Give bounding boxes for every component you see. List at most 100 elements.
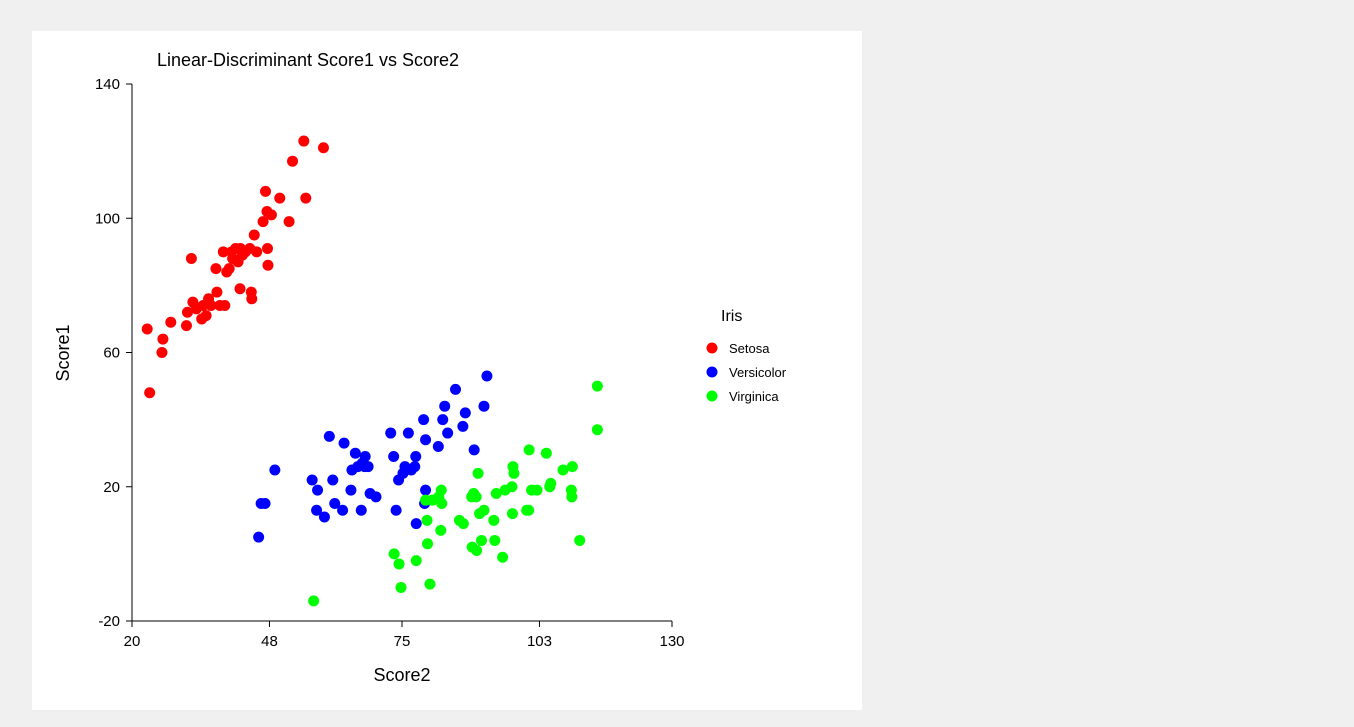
data-point-setosa (141, 323, 153, 335)
legend-label-versicolor: Versicolor (729, 365, 787, 380)
data-point-versicolor (437, 414, 449, 426)
y-tick-label: -20 (98, 613, 120, 630)
data-point-setosa (144, 387, 156, 399)
data-point-setosa (211, 286, 223, 298)
data-point-virginica (523, 444, 535, 456)
data-point-versicolor (253, 531, 265, 543)
data-point-versicolor (420, 484, 432, 496)
data-point-versicolor (362, 461, 374, 473)
plot-panel: Linear-Discriminant Score1 vs Score2 -20… (32, 31, 862, 710)
data-point-virginica (478, 504, 490, 516)
data-point-setosa (251, 246, 263, 258)
data-point-virginica (566, 491, 578, 503)
data-point-versicolor (409, 461, 421, 473)
data-point-virginica (308, 595, 320, 607)
data-point-versicolor (259, 498, 271, 510)
data-point-virginica (476, 534, 488, 546)
data-point-virginica (410, 555, 422, 567)
legend-label-setosa: Setosa (729, 341, 770, 356)
data-point-virginica (545, 477, 557, 489)
data-point-setosa (156, 347, 168, 358)
data-point-setosa (248, 229, 260, 241)
data-point-virginica (422, 538, 434, 550)
data-point-setosa (180, 320, 192, 332)
x-tick-label: 130 (659, 633, 684, 650)
data-point-setosa (257, 216, 269, 228)
data-point-virginica (421, 514, 433, 526)
data-point-versicolor (311, 504, 323, 516)
legend: Iris Setosa Versicolor Virginica (706, 308, 787, 404)
legend-label-virginica: Virginica (729, 389, 779, 404)
x-tick-label: 20 (124, 633, 141, 650)
data-point-virginica (457, 518, 469, 530)
data-point-setosa (317, 142, 329, 154)
x-axis-label: Score2 (373, 665, 430, 685)
data-point-versicolor (450, 383, 462, 395)
data-point-virginica (566, 461, 578, 473)
data-point-setosa (210, 263, 222, 275)
data-point-setosa (298, 135, 310, 147)
data-point-setosa (287, 155, 299, 167)
data-point-versicolor (329, 498, 341, 510)
data-point-versicolor (269, 464, 281, 476)
x-tick-label: 75 (394, 633, 411, 650)
data-point-versicolor (481, 370, 493, 382)
data-point-virginica (424, 578, 436, 590)
data-point-virginica (388, 548, 400, 560)
data-point-versicolor (345, 484, 357, 496)
data-point-versicolor (370, 491, 382, 503)
data-point-setosa (262, 259, 274, 271)
y-tick-label: 20 (103, 479, 120, 496)
y-tick-label: 60 (103, 345, 120, 362)
data-point-versicolor (388, 451, 400, 463)
data-point-versicolor (359, 451, 371, 463)
data-point-virginica (531, 484, 543, 496)
data-point-setosa (219, 300, 231, 312)
data-point-setosa (246, 293, 258, 305)
x-tick-label: 48 (261, 633, 278, 650)
data-point-setosa (217, 246, 229, 258)
data-point-setosa (157, 333, 169, 345)
legend-marker-virginica (706, 390, 718, 402)
data-point-virginica (508, 467, 520, 479)
scatter-chart: Linear-Discriminant Score1 vs Score2 -20… (53, 50, 787, 685)
data-point-versicolor (418, 414, 430, 426)
data-point-virginica (488, 514, 500, 526)
chart-title: Linear-Discriminant Score1 vs Score2 (157, 50, 459, 70)
data-point-versicolor (327, 474, 339, 486)
data-point-virginica (574, 534, 586, 546)
data-point-versicolor (468, 444, 480, 456)
data-point-setosa (265, 209, 277, 221)
data-point-setosa (200, 310, 212, 322)
data-point-setosa (223, 263, 235, 275)
data-point-virginica (523, 504, 535, 516)
data-point-virginica (540, 447, 552, 459)
data-point-setosa (185, 253, 197, 265)
data-point-versicolor (432, 440, 444, 452)
data-point-virginica (506, 481, 518, 493)
data-point-versicolor (323, 430, 335, 442)
data-point-virginica (506, 508, 518, 520)
x-tick-label: 103 (527, 633, 552, 650)
data-point-versicolor (385, 427, 397, 439)
data-point-versicolor (442, 427, 454, 439)
data-point-versicolor (439, 400, 451, 412)
data-point-setosa (165, 316, 177, 328)
data-point-versicolor (420, 434, 432, 446)
data-point-virginica (393, 558, 405, 570)
data-point-virginica (591, 380, 603, 392)
data-point-virginica (489, 534, 501, 546)
data-point-virginica (497, 551, 509, 563)
data-point-setosa (274, 192, 286, 204)
data-point-versicolor (306, 474, 318, 486)
data-point-setosa (205, 300, 217, 312)
data-point-versicolor (410, 451, 422, 463)
data-point-virginica (435, 524, 447, 536)
data-points (141, 135, 603, 607)
data-point-versicolor (318, 511, 330, 523)
data-point-versicolor (338, 437, 350, 449)
data-point-versicolor (337, 504, 349, 516)
data-point-versicolor (355, 504, 367, 516)
data-point-setosa (300, 192, 312, 204)
